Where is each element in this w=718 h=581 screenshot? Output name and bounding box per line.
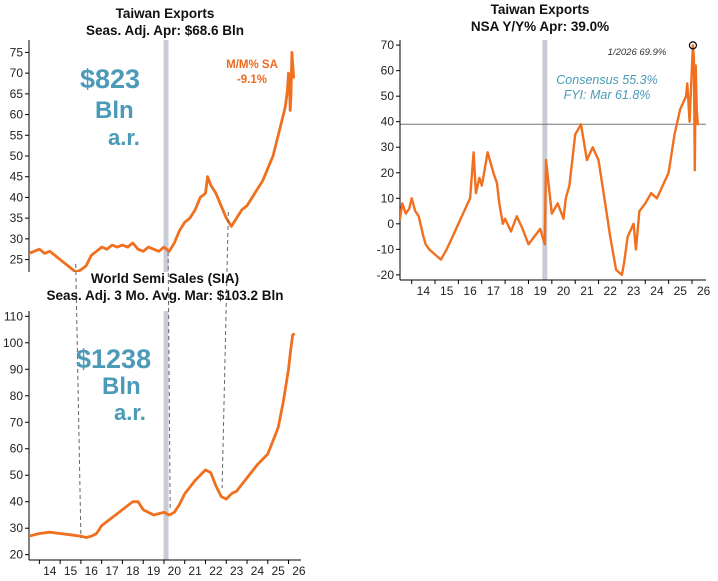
- y-tick-label: 90: [10, 362, 24, 376]
- y-tick-label: 100: [3, 336, 23, 350]
- chart2-big-unit: Bln: [102, 373, 141, 400]
- y-tick-label: 60: [10, 442, 24, 456]
- chart2-big-value: $1238: [76, 344, 151, 374]
- y-tick-label: 50: [10, 149, 24, 163]
- y-tick-label: 20: [381, 166, 395, 180]
- x-tick-label: 26: [292, 564, 306, 578]
- series-line: [400, 44, 699, 277]
- chart2-subtitle: Seas. Adj. 3 Mo. Avg. Mar: $103.2 Bln: [46, 288, 283, 303]
- chart3-consensus: Consensus 55.3%: [556, 73, 657, 87]
- y-tick-label: 55: [10, 128, 24, 142]
- x-tick-label: 19: [533, 284, 547, 298]
- y-tick-label: -20: [377, 268, 395, 282]
- chart1-big-value: $823: [80, 64, 140, 94]
- x-tick-label: 25: [271, 564, 285, 578]
- chart3-fyi: FYI: Mar 61.8%: [564, 88, 651, 102]
- y-tick-label: 35: [10, 211, 24, 225]
- chart1-big-rate: a.r.: [108, 125, 140, 150]
- y-tick-label: 40: [10, 495, 24, 509]
- peak-marker: [688, 41, 698, 50]
- x-tick-label: 21: [188, 564, 202, 578]
- chart1-subtitle: Seas. Adj. Apr: $68.6 Bln: [86, 23, 244, 38]
- x-tick-label: 23: [230, 564, 244, 578]
- x-tick-label: 18: [510, 284, 524, 298]
- x-tick-label: 22: [604, 284, 618, 298]
- chart-semi-sales: 20 30 40 50 60 70 80 90 100 110 14 15 16 17 18 19 20 21 22…: [3, 309, 306, 578]
- recession-band: [163, 40, 169, 272]
- x-tick-label: 18: [126, 564, 140, 578]
- x-tick-label: 25: [674, 284, 688, 298]
- y-tick-label: 60: [381, 64, 395, 78]
- x-tick-label: 22: [209, 564, 223, 578]
- turning-point-connector: [75, 263, 82, 539]
- chart1-mm-value: -9.1%: [237, 74, 267, 86]
- x-tick-label: 26: [697, 284, 711, 298]
- x-tick-label: 14: [43, 564, 57, 578]
- series-line: [29, 332, 296, 539]
- x-tick-label: 21: [580, 284, 594, 298]
- plot-layer: 25 30 35 40 45 50 55 60 65 70 75 20 30 40 50 60 70 80 90 10…: [3, 38, 711, 578]
- y-tick-label: 10: [381, 191, 395, 205]
- turning-point-connector: [221, 211, 229, 489]
- x-tick-label: 19: [147, 564, 161, 578]
- y-tick-label: 60: [10, 108, 24, 122]
- x-tick-label: 23: [627, 284, 641, 298]
- y-tick-label: 80: [10, 389, 24, 403]
- x-tick-label: 17: [105, 564, 119, 578]
- x-tick-label: 16: [463, 284, 477, 298]
- y-tick-label: 70: [10, 66, 24, 80]
- chart3-point-label: 1/2026 69.9%: [608, 47, 667, 58]
- y-tick-label: 45: [10, 170, 24, 184]
- y-tick-label: 40: [10, 190, 24, 204]
- chart2-big-rate: a.r.: [114, 400, 146, 425]
- y-tick-label: 0: [387, 217, 394, 231]
- chart-tw-level: 25 30 35 40 45 50 55 60 65 70 75: [10, 40, 296, 272]
- y-tick-label: 30: [381, 140, 395, 154]
- y-tick-label: 20: [10, 548, 24, 562]
- chart1-title: Taiwan Exports: [116, 6, 215, 21]
- chart1-big-unit: Bln: [95, 97, 134, 124]
- x-tick-label: 24: [251, 564, 265, 578]
- y-tick-label: 110: [4, 309, 23, 323]
- y-tick-label: 70: [10, 415, 24, 429]
- chart3-subtitle: NSA Y/Y% Apr: 39.0%: [471, 19, 609, 34]
- x-tick-label: 24: [650, 284, 664, 298]
- chart3-title: Taiwan Exports: [491, 2, 590, 17]
- y-tick-label: 50: [381, 89, 395, 103]
- recession-band: [163, 311, 169, 560]
- y-tick-label: 25: [10, 253, 24, 267]
- turning-point-connector: [167, 251, 171, 511]
- y-tick-label: 30: [10, 521, 24, 535]
- series-line: [29, 51, 296, 272]
- y-tick-label: 75: [10, 45, 24, 59]
- x-tick-label: 17: [487, 284, 501, 298]
- chart2-title: World Semi Sales (SIA): [91, 271, 239, 286]
- y-tick-label: 50: [10, 468, 24, 482]
- y-tick-label: 40: [381, 115, 395, 129]
- y-tick-label: 70: [381, 38, 395, 52]
- y-tick-label: -10: [377, 242, 395, 256]
- x-tick-label: 20: [557, 284, 571, 298]
- y-tick-label: 65: [10, 87, 24, 101]
- x-tick-label: 14: [417, 284, 431, 298]
- x-tick-label: 15: [440, 284, 454, 298]
- x-tick-label: 16: [85, 564, 99, 578]
- x-tick-label: 20: [168, 564, 182, 578]
- x-tick-label: 15: [64, 564, 78, 578]
- chart-tw-yoy: -20 -10 0 10 20 30 40 50 60 70 14 15 16 17 18 19 20 21 22 2…: [377, 38, 711, 298]
- y-tick-label: 30: [10, 232, 24, 246]
- chart1-mm-label: M/M% SA: [226, 59, 278, 71]
